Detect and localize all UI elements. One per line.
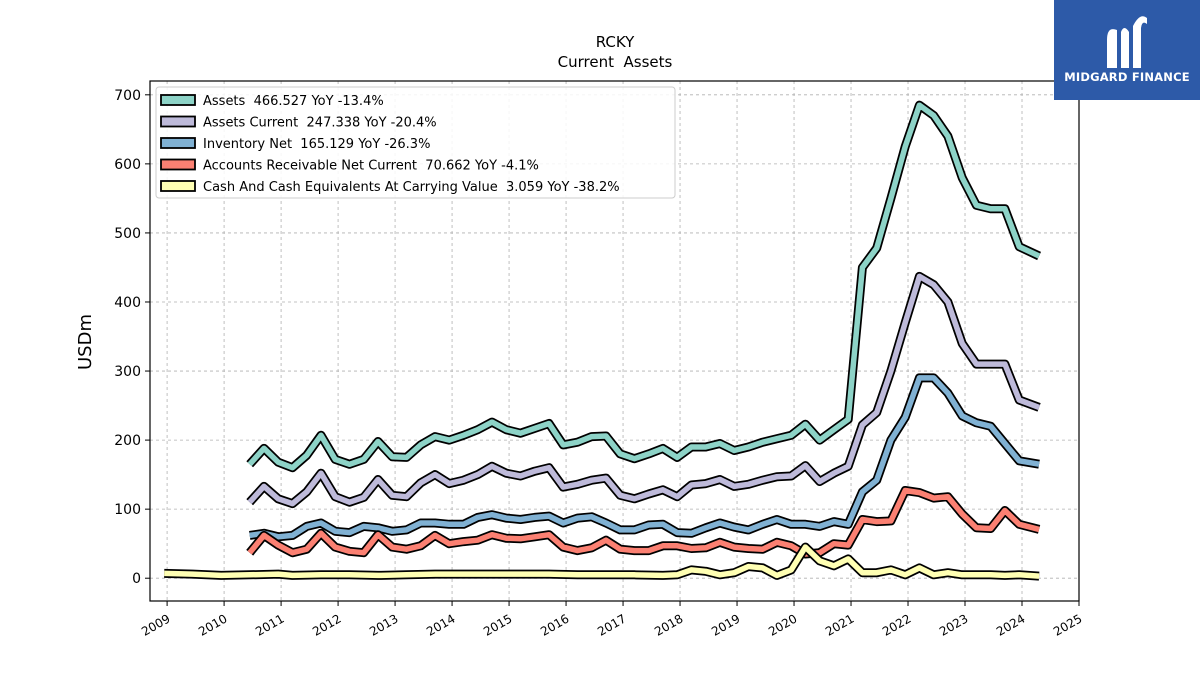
- legend-label: Assets Current 247.338 YoY -20.4%: [203, 116, 437, 131]
- y-tick-label: 600: [114, 157, 141, 173]
- chart-subtitle: Current Assets: [558, 53, 673, 71]
- chart-title: RCKY: [596, 33, 635, 51]
- x-tick-label: 2019: [709, 611, 742, 638]
- legend-label: Assets 466.527 YoY -13.4%: [203, 94, 384, 109]
- legend-swatch: [160, 115, 196, 128]
- series-line-outline: [246, 271, 1041, 509]
- series-line: [247, 102, 1041, 471]
- y-tick-label: 500: [114, 226, 141, 242]
- logo-text: MIDGARD FINANCE: [1064, 70, 1190, 84]
- y-tick-label: 700: [114, 88, 141, 104]
- legend-label: Cash And Cash Equivalents At Carrying Va…: [203, 180, 620, 195]
- legend: Assets 466.527 YoY -13.4% Assets Current …: [155, 86, 676, 199]
- x-tick-label: 2023: [937, 611, 970, 638]
- x-tick-label: 2022: [880, 611, 913, 638]
- y-tick-label: 400: [114, 295, 141, 311]
- series-line: [249, 375, 1040, 540]
- y-tick-label: 0: [132, 571, 141, 587]
- legend-swatch: [160, 158, 196, 171]
- x-tick-label: 2017: [595, 611, 628, 638]
- legend-swatch: [160, 137, 196, 149]
- y-tick-label: 300: [114, 364, 141, 380]
- legend-swatch: [160, 94, 196, 106]
- x-tick-label: 2012: [310, 611, 343, 638]
- x-tick-label: 2009: [139, 611, 172, 638]
- x-tick-label: 2013: [367, 611, 400, 638]
- x-tick-label: 2010: [196, 611, 229, 638]
- legend-swatch: [160, 180, 196, 192]
- x-tick-label: 2016: [538, 611, 571, 638]
- x-tick-label: 2018: [652, 611, 685, 638]
- x-tick-label: 2024: [994, 611, 1027, 638]
- x-tick-label: 2014: [424, 611, 457, 638]
- series-line: [247, 487, 1040, 557]
- legend-label: Accounts Receivable Net Current 70.662 Y…: [203, 159, 539, 174]
- series-line: [247, 273, 1041, 507]
- plot-lines: [164, 100, 1042, 581]
- plot-frame: [149, 80, 1080, 602]
- y-tick-label: 100: [114, 502, 141, 518]
- y-axis-label: USDm: [75, 314, 96, 370]
- x-tick-label: 2025: [1051, 611, 1084, 638]
- x-tick-label: 2020: [766, 611, 799, 638]
- logo-mark-icon: [1107, 16, 1147, 68]
- x-tick-label: 2011: [253, 611, 286, 638]
- midgard-finance-logo: MIDGARD FINANCE: [1054, 0, 1200, 100]
- y-tick-label: 200: [114, 433, 141, 449]
- series-line: [164, 544, 1040, 579]
- x-tick-label: 2021: [823, 611, 856, 638]
- legend-box: [155, 86, 676, 199]
- legend-label: Inventory Net 165.129 YoY -26.3%: [203, 137, 430, 152]
- x-tick-label: 2015: [481, 611, 514, 638]
